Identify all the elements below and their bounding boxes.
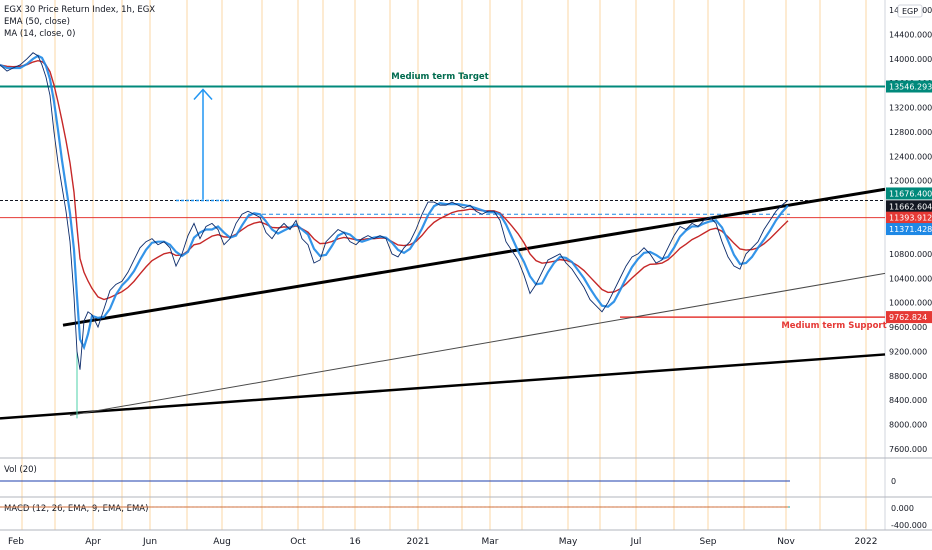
chart-legend: EGX 30 Price Return Index, 1h, EGX EMA (…: [4, 5, 155, 39]
x-tick-label: 2021: [407, 537, 430, 547]
ema-50-line: [0, 59, 789, 301]
target-arrow-head: [193, 88, 213, 101]
resistance-price-label: 11676.400: [886, 187, 932, 200]
red-line-price-label-box: [886, 211, 932, 224]
vertical-gridlines: [21, 0, 867, 530]
resistance-price-label-box: [886, 187, 932, 200]
ema-legend: EMA (50, close): [4, 17, 70, 27]
target-price-label-text: 13546.293: [889, 83, 932, 92]
price-line: [0, 52, 789, 370]
ma-price-label-box: [886, 223, 932, 236]
y-tick-label: 12000.000: [889, 177, 932, 186]
x-tick-label: Aug: [213, 537, 231, 547]
support-price-label-text: 9762.824: [889, 313, 927, 322]
y-tick-label: 12400.000: [889, 152, 932, 161]
x-tick-label: Jun: [142, 537, 157, 547]
price-labels-layer: 13546.293 11676.400 11662.604 11393.912 1137…: [886, 80, 932, 324]
thin-trendline: [69, 272, 886, 416]
y-tick-label: 8800.000: [889, 372, 927, 381]
y-tick-label: 9200.000: [889, 347, 927, 356]
red-line-price-label-text: 11393.912: [889, 214, 932, 223]
ma-price-label: 11371.428: [886, 223, 932, 236]
rising-wedge-upper-trendline: [62, 187, 886, 327]
volume-legend: Vol (20): [4, 465, 37, 475]
target-price-label-box: [886, 80, 932, 93]
x-tick-label: May: [559, 537, 578, 547]
y-tick-label: 8400.000: [889, 396, 927, 405]
x-tick-label: Feb: [8, 537, 24, 547]
currency-badge-label: EGP: [902, 7, 918, 16]
x-tick-label: Mar: [482, 537, 499, 547]
support-price-label-box: [886, 311, 932, 324]
macd-legend: MACD (12, 26, EMA, 9, EMA, EMA): [4, 504, 148, 514]
last-price-label-text: 11662.604: [889, 202, 932, 211]
x-tick-label: Oct: [290, 537, 306, 547]
ma-legend: MA (14, close, 0): [4, 29, 75, 39]
y-tick-label: 13200.000: [889, 104, 932, 113]
red-line-price-label: 11393.912: [886, 211, 932, 224]
y-tick-label: 8000.000: [889, 421, 927, 430]
ma-price-label-text: 11371.428: [889, 225, 932, 234]
support-annotation: Medium term Support: [781, 321, 886, 331]
x-tick-label: Nov: [777, 537, 795, 547]
ma-14-line: [0, 54, 789, 351]
x-tick-label: Sep: [700, 537, 717, 547]
target-annotation: Medium term Target: [391, 72, 488, 82]
time-axis: Feb Apr Jun Aug Oct 16 2021 Mar May Jul Sep Nov 2022: [8, 537, 877, 547]
y-tick-label: 9600.000: [889, 323, 927, 332]
x-tick-label: Apr: [85, 537, 101, 547]
x-tick-label: 2022: [855, 537, 878, 547]
series-layer: [0, 52, 789, 419]
y-tick-label: 12800.000: [889, 128, 932, 137]
currency-badge[interactable]: EGP: [897, 4, 923, 18]
macd-tick-zero: 0.000: [891, 504, 914, 513]
y-tick-label: 7600.000: [889, 445, 927, 454]
y-tick-label: 10400.000: [889, 274, 932, 283]
chart-title: EGX 30 Price Return Index, 1h, EGX: [4, 5, 155, 15]
support-price-label: 9762.824: [886, 311, 932, 324]
x-tick-label: Jul: [630, 537, 642, 547]
volume-tick: 0: [891, 477, 896, 486]
last-price-label-box: [886, 200, 932, 213]
x-tick-label: 16: [349, 537, 361, 547]
y-tick-label: 14000.000: [889, 55, 932, 64]
y-tick-label: 10800.000: [889, 250, 932, 259]
y-tick-label: 14400.000: [889, 30, 932, 39]
macd-tick-low: -400.000: [891, 521, 927, 530]
long-term-support-trendline: [0, 353, 886, 420]
target-price-label: 13546.293: [886, 80, 932, 93]
resistance-price-label-text: 11676.400: [889, 189, 932, 198]
currency-badge-box: [897, 4, 923, 18]
last-price-label: 11662.604: [886, 200, 932, 213]
y-tick-label: 10000.000: [889, 299, 932, 308]
